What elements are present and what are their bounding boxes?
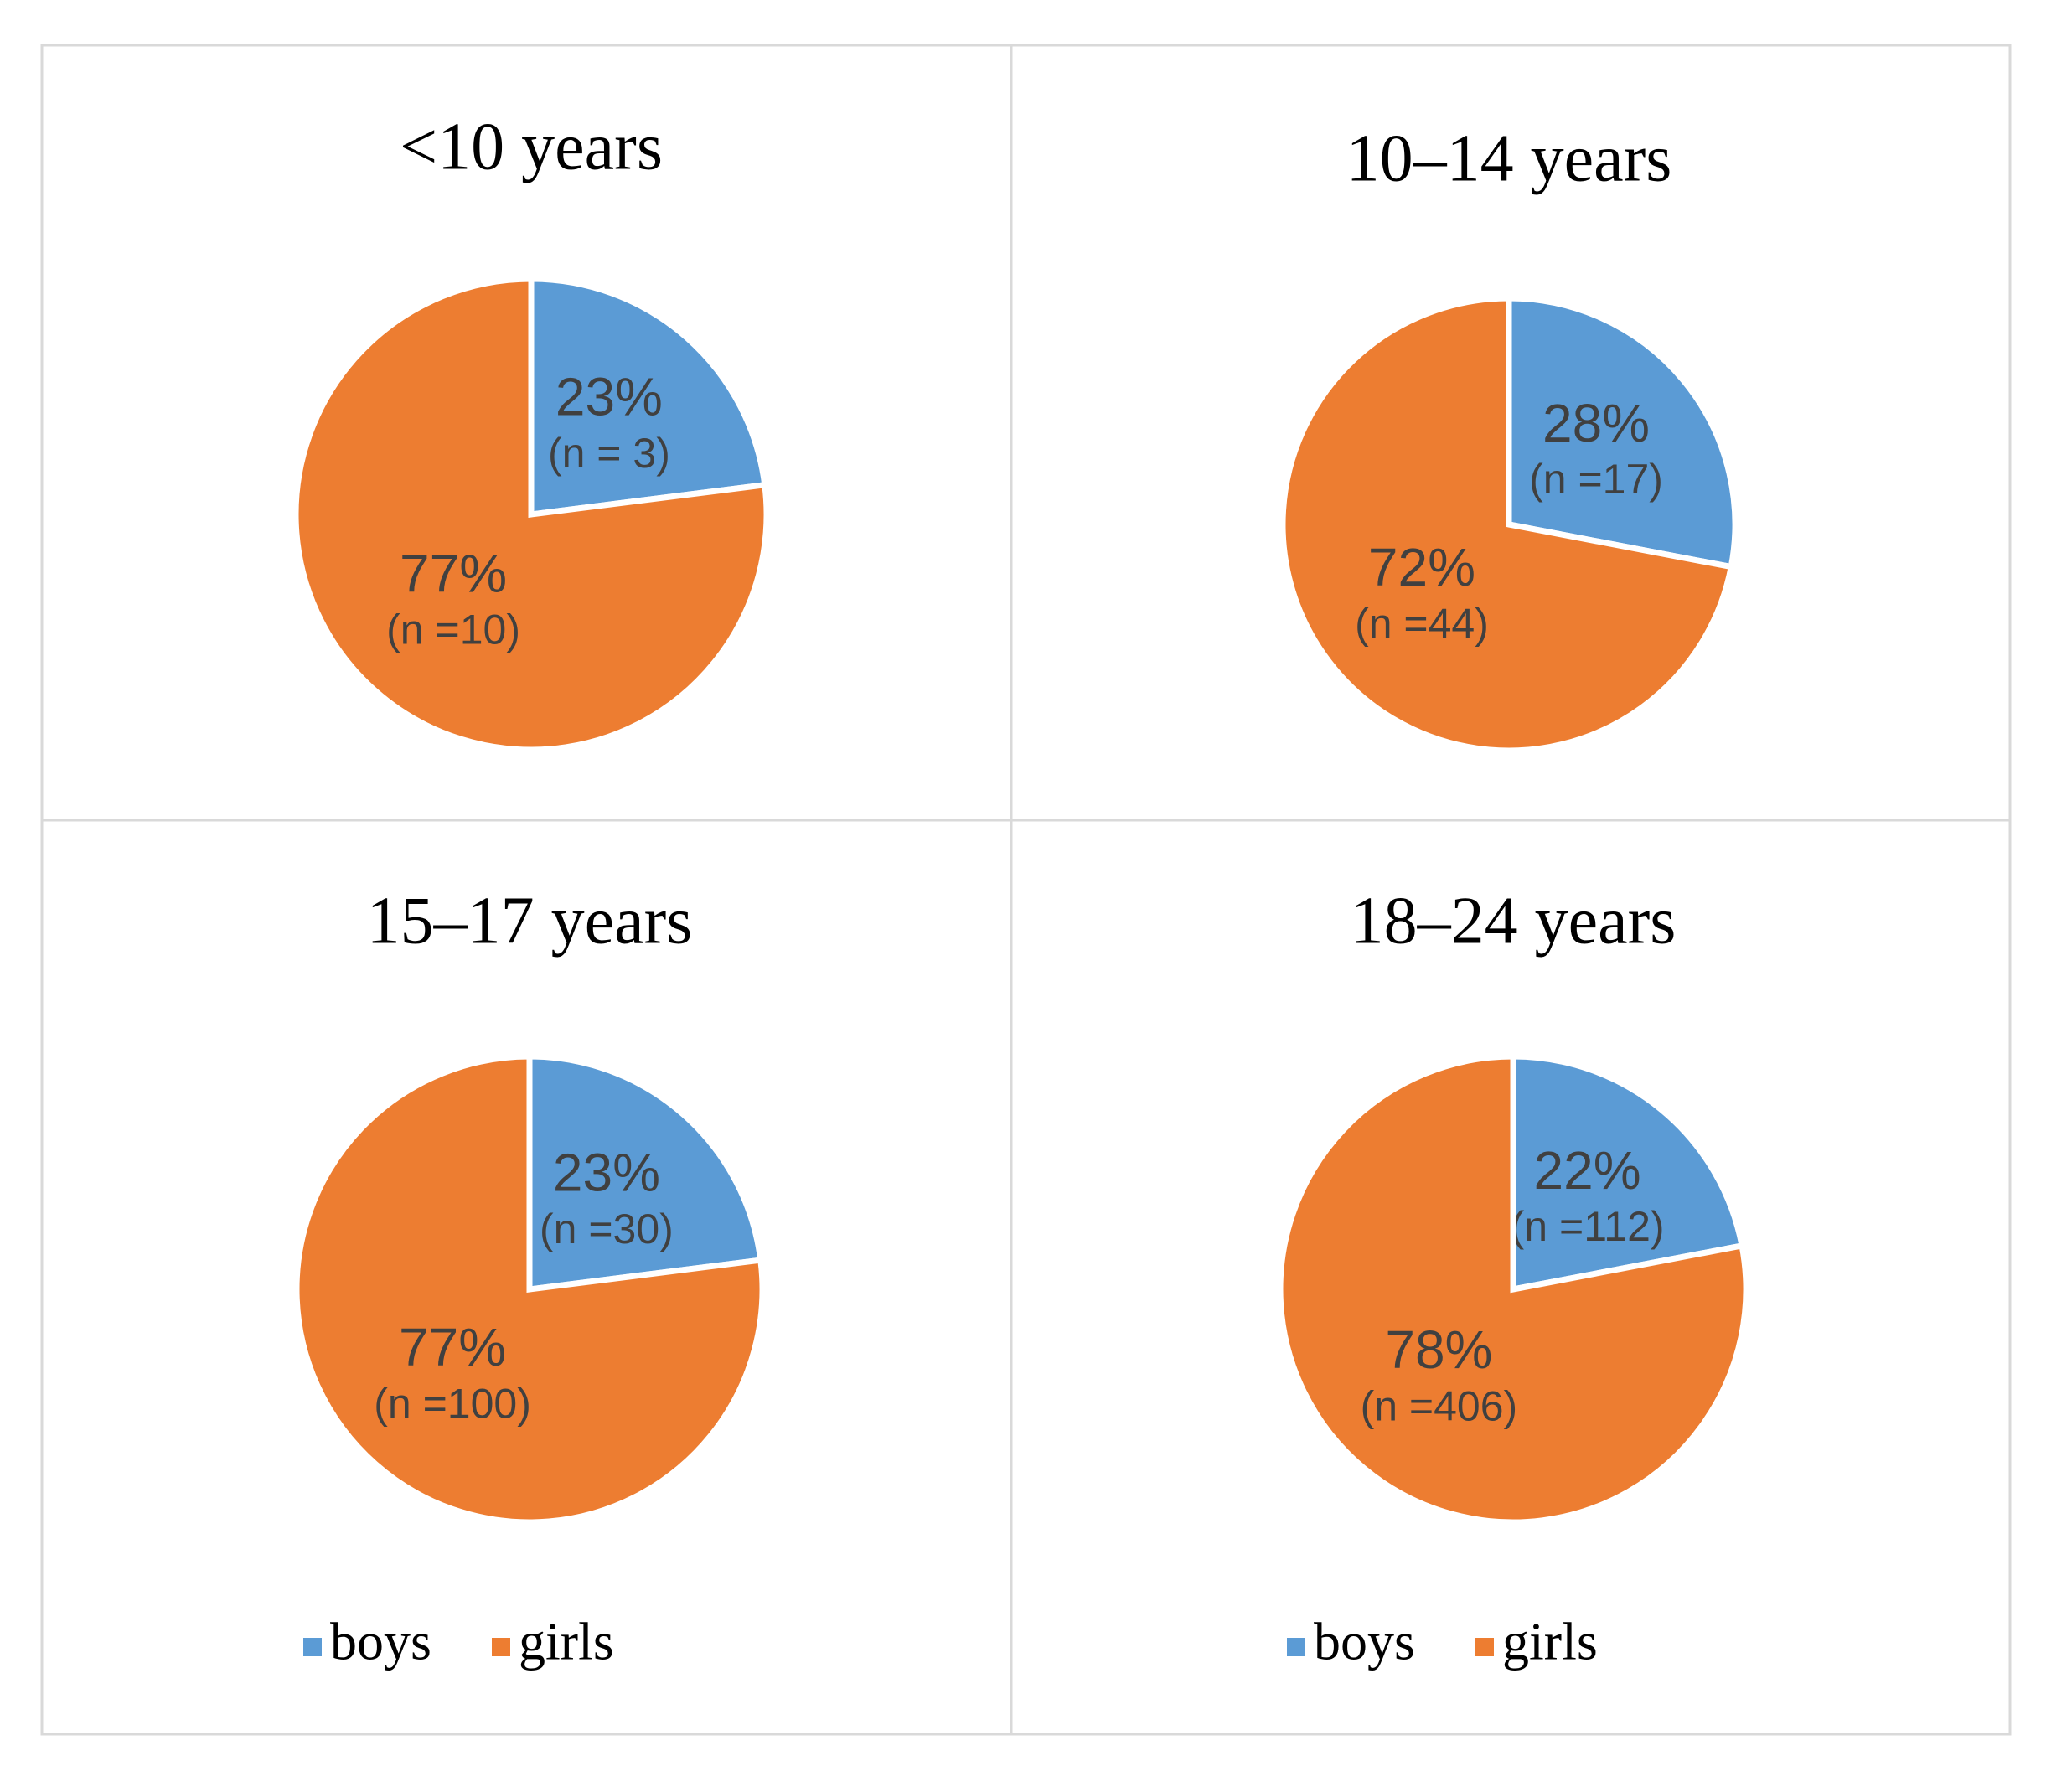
slice-percent-label: 28% <box>1542 393 1650 453</box>
slice-count-label: (n =17) <box>1529 456 1663 503</box>
slice-percent-label: 77% <box>400 543 507 603</box>
pie-slice <box>528 276 768 518</box>
slice-count-label: (n =100) <box>374 1380 531 1427</box>
chart-title: <10 years <box>400 110 663 183</box>
slice-percent-label: 72% <box>1368 537 1475 597</box>
slice-percent-label: 77% <box>399 1317 506 1377</box>
slice-count-label: (n =30) <box>540 1206 674 1252</box>
chart-title: 18–24 years <box>1351 884 1677 958</box>
pie-slice <box>1277 1053 1749 1526</box>
slice-count-label: (n =10) <box>386 607 520 653</box>
slice-percent-label: 78% <box>1385 1319 1492 1380</box>
pie-slice <box>1279 295 1735 754</box>
chart-title: 10–14 years <box>1346 121 1672 195</box>
slice-count-label: (n =44) <box>1355 600 1489 647</box>
pie-slice <box>526 1053 764 1293</box>
legend-marker <box>1287 1638 1305 1656</box>
slice-percent-label: 22% <box>1534 1140 1641 1201</box>
chart-title: 15–17 years <box>367 884 693 958</box>
legend-marker <box>492 1638 510 1656</box>
legend-label: boys <box>330 1612 431 1671</box>
legend-label: boys <box>1314 1612 1415 1671</box>
legend-label: girls <box>1502 1612 1598 1671</box>
slice-percent-label: 23% <box>555 367 663 427</box>
legend-marker <box>1475 1638 1494 1656</box>
slice-count-label: (n = 3) <box>548 430 670 477</box>
legend-label: girls <box>519 1612 614 1671</box>
pie-slice <box>1510 1053 1746 1294</box>
panel-border <box>1010 819 2012 1736</box>
pie-slice <box>292 276 770 753</box>
legend-marker <box>303 1638 322 1656</box>
slice-count-label: (n =406) <box>1361 1382 1518 1429</box>
pie-slice <box>1506 295 1739 571</box>
slice-count-label: (n =112) <box>1511 1203 1665 1250</box>
slice-percent-label: 23% <box>553 1143 660 1203</box>
pie-slice <box>293 1053 766 1526</box>
